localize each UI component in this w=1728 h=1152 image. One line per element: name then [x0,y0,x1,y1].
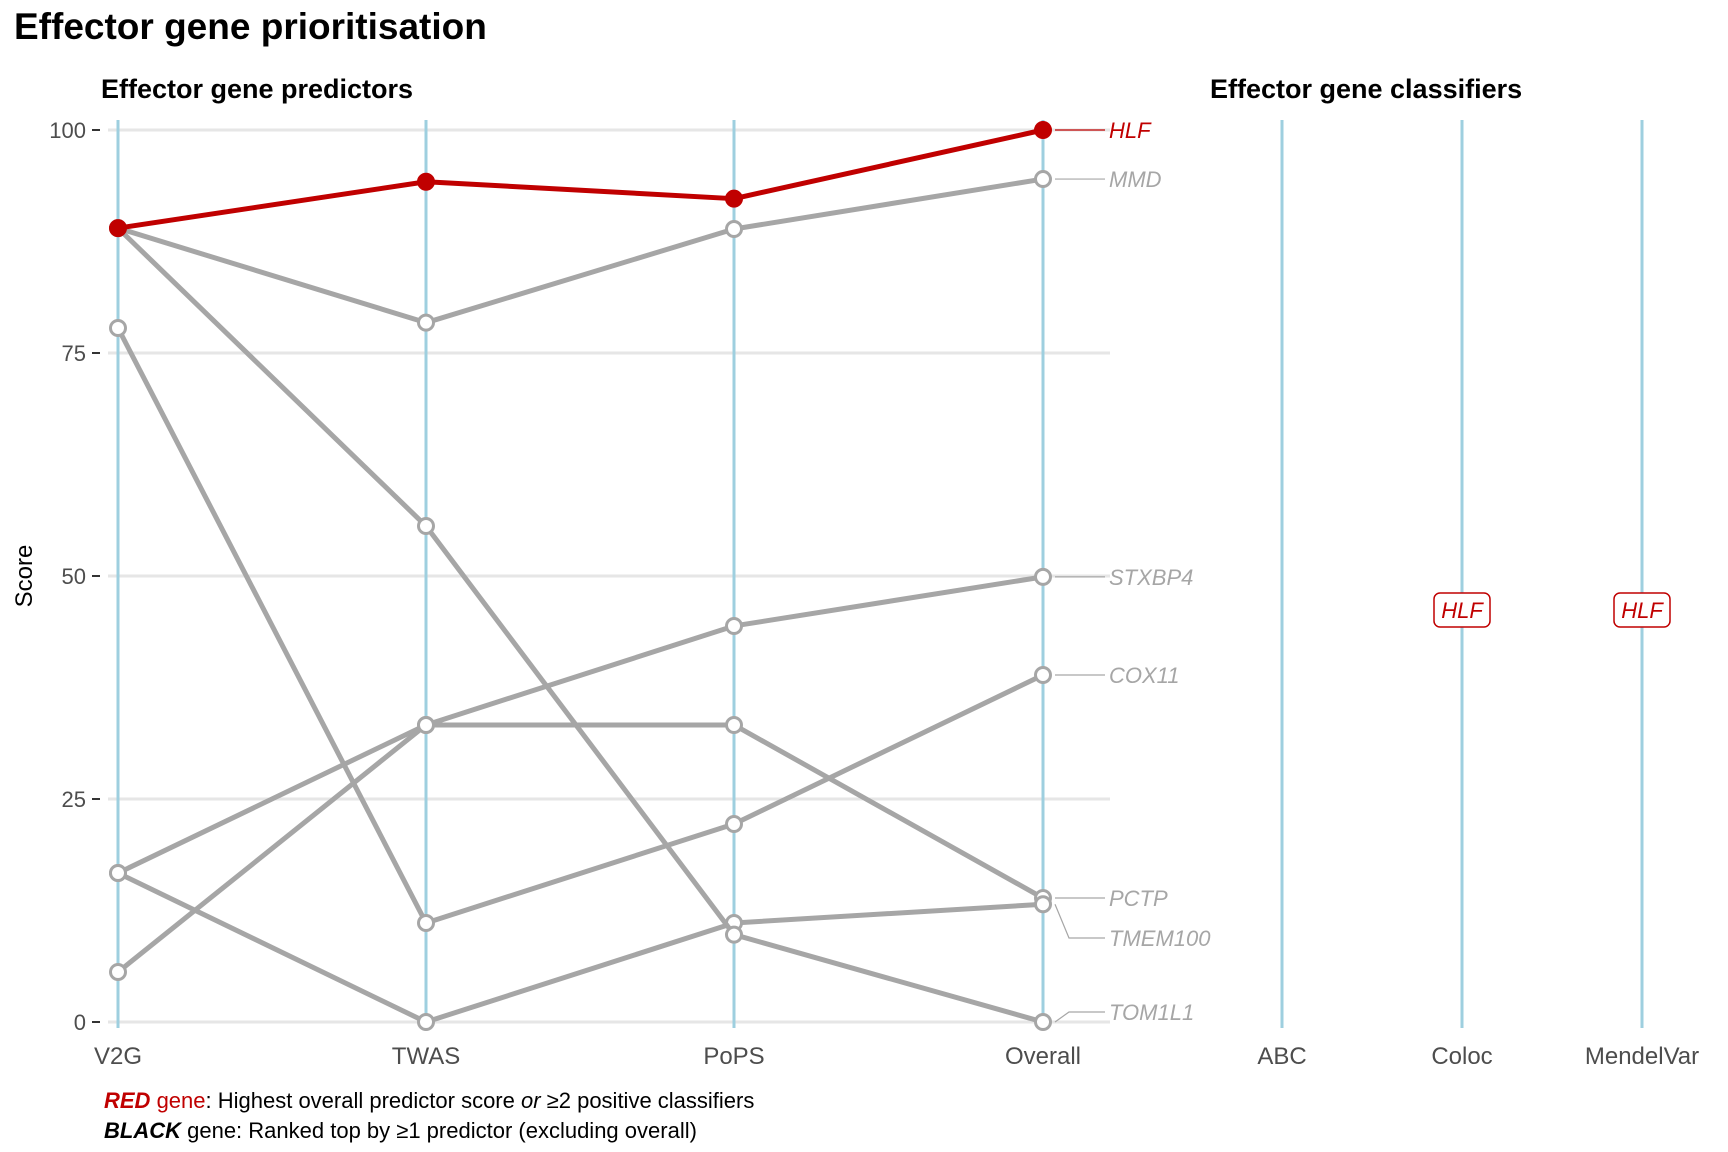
series-line-mmd [117,176,1044,326]
caption-red-suffix: gene [150,1088,206,1113]
label-connector [1054,1011,1105,1023]
grid-layer [108,120,1644,1028]
caption-line2-text: gene: Ranked top by ≥1 predictor (exclud… [181,1118,697,1143]
classifier-tick-label: Coloc [1431,1043,1492,1070]
classifiers-panel-title: Effector gene classifiers [1210,74,1523,104]
point-mmd [1034,170,1052,189]
point-tom1l1 [417,517,435,536]
point-tom1l1 [725,925,743,944]
point-tmem100 [417,1013,435,1031]
point-cox11 [417,913,435,932]
classifier-gene-box [1433,592,1491,628]
caption-line-1: RED gene: Highest overall predictor scor… [104,1088,754,1114]
point-stxbp4 [109,963,127,982]
x-tick-label: V2G [94,1043,142,1070]
series-line-stxbp4 [116,574,1044,974]
point-mmd [417,313,435,332]
x-tick-label: TWAS [392,1043,460,1070]
series-line-tom1l1 [116,226,1044,1025]
point-pctp [725,715,743,734]
point-tom1l1 [1034,1013,1052,1031]
classifier-layer: HLF HLF [1433,592,1671,628]
classifier-tick-label: ABC [1257,1043,1306,1070]
point-tmem100 [1034,895,1052,914]
gene-label-pctp: PCTP [1109,886,1168,911]
y-tick-label: 75 [62,341,86,366]
axis-layer: 0 25 50 75 100 Score V2G TWAS PoPS Overall ABC Colo… [11,118,1699,1070]
label-layer: HLF MMD STXBP4 COX11 PCTP TMEM100 TOM1L1 [1054,118,1211,1025]
y-tick-label: 25 [62,787,86,812]
series-line-pctp [116,722,1045,901]
point-pctp [417,715,435,734]
gene-label-stxbp4: STXBP4 [1109,565,1193,590]
predictors-panel-title: Effector gene predictors [101,74,414,104]
y-axis-label: Score [11,545,38,608]
gene-label-tom1l1: TOM1L1 [1109,1000,1194,1025]
caption-line-2: BLACK gene: Ranked top by ≥1 predictor (… [104,1118,697,1144]
point-hlf [109,219,127,238]
y-tick-label: 50 [62,564,86,589]
classifier-gene-label: HLF [1621,598,1664,623]
gene-label-cox11: COX11 [1109,663,1180,688]
point-mmd [725,220,743,239]
point-stxbp4 [1034,567,1052,586]
point-cox11 [1034,666,1052,685]
y-tick-label: 0 [74,1010,86,1035]
caption-line1-text: : Highest overall predictor score [205,1088,521,1113]
caption-or: or [520,1088,541,1113]
series-layer [109,121,1052,1031]
gene-label-hlf: HLF [1109,118,1152,143]
point-hlf [417,172,435,191]
point-hlf [725,189,743,208]
gene-label-mmd: MMD [1109,167,1162,192]
caption-black-key: BLACK [104,1118,181,1143]
series-line-tmem100 [116,870,1044,1025]
label-connector [1054,904,1105,939]
point-cox11 [109,319,127,338]
y-tick-label: 100 [49,118,86,143]
classifier-gene-label: HLF [1441,598,1484,623]
caption-line1-end: ≥2 positive classifiers [540,1088,755,1113]
figure-title: Effector gene prioritisation [14,6,487,47]
point-stxbp4 [725,616,743,635]
classifier-gene-box [1613,592,1671,628]
series-line-hlf [117,127,1044,231]
gene-label-tmem100: TMEM100 [1109,926,1211,951]
point-hlf [1034,121,1052,139]
caption-red-key: RED [104,1088,151,1113]
classifier-tick-label: MendelVar [1585,1043,1699,1070]
point-tmem100 [109,864,127,883]
x-tick-label: Overall [1005,1043,1081,1070]
series-line-cox11 [115,326,1045,926]
x-tick-label: PoPS [703,1043,764,1070]
point-cox11 [725,814,743,833]
